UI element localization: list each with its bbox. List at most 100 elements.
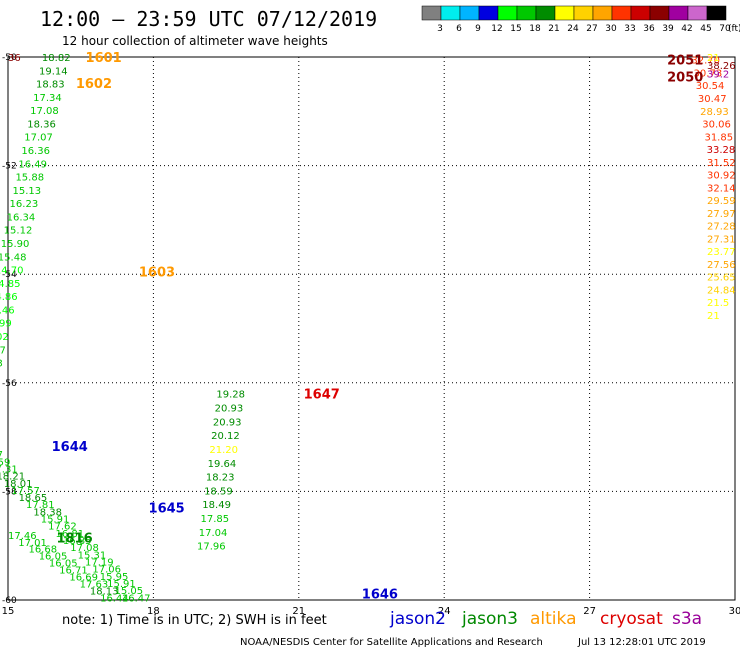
scale-swatch [478,5,499,21]
scale-swatch [440,5,461,21]
x-tick-label: 21 [292,606,305,617]
y-tick-label: -60 [2,596,17,606]
wave-height-label: 18.38 [33,507,62,518]
scale-swatch [459,5,480,21]
wave-height-label: 15.91 [41,515,70,526]
wave-height-label: 16.44 [100,593,129,604]
wave-height-label: 16.47 [122,593,151,604]
scale-unit-label: (ft) [728,24,740,34]
wave-height-label: 14.70 [0,266,23,277]
wave-height-label: 18.65 [19,493,48,504]
wave-height-label: 27.97 [707,209,736,220]
wave-height-label: 32.70 [691,56,720,67]
chart-title: 12:00 — 23:59 UTC 07/12/2019 [40,7,377,31]
wave-height-label: 17.08 [30,106,59,117]
scale-swatch [535,5,556,21]
wave-height-label: 15.05 [115,586,144,597]
scale-tick-label: 30 [605,24,617,34]
wave-height-label: 21 [707,311,720,322]
wave-height-label: 27.31 [707,234,736,245]
pass-label: 1816 [56,532,92,547]
wave-height-label: 16.49 [18,159,47,170]
wave-height-label: 17.46 [8,531,37,542]
wave-height-label: 18.21 [0,472,25,483]
wave-height-label: 30.47 [698,94,727,105]
credit-text: NOAA/NESDIS Center for Satellite Applica… [240,637,543,648]
wave-height-label: 24.84 [707,285,736,296]
wave-height-label: 15.13 [13,186,42,197]
wave-height-label: 16.05 [39,552,68,563]
wave-height-label: 39.2 [707,69,729,80]
wave-height-label: 16.71 [59,566,88,577]
wave-height-label: 15.43 [0,359,3,370]
wave-height-label: 18.83 [36,80,65,91]
wave-height-label: 18.59 [204,486,233,497]
wave-height-label: 17.04 [199,528,228,539]
pass-label: 2051 [667,54,703,69]
y-tick-label: -58 [2,487,17,497]
wave-height-label: 14.86 [0,292,18,303]
data-labels: 18.82 19.14 18.83 17.34 17.08 18.36 17.07 16.36… [0,53,736,604]
legend-entry: jason3 [461,609,518,629]
scale-tick-label: 27 [586,24,597,34]
scale-swatch [421,5,442,21]
wave-height-label: 31.52 [707,158,736,169]
wave-height-label: 17.62 [48,522,77,533]
pass-label: 1645 [149,502,185,517]
wave-height-label: 17.87 [0,450,3,461]
wave-height-label: 25.65 [707,273,736,284]
scale-tick-label: 70 [719,24,731,34]
wave-height-label: 33.28 [707,145,736,156]
scale-swatch [611,5,632,21]
scale-tick-label: 15 [510,24,521,34]
wave-height-label: 18.13 [90,586,119,597]
wave-height-label: 16.69 [69,572,98,583]
wave-height-label: 27.56 [707,260,736,271]
scale-swatch [630,5,651,21]
scale-tick-label: 36 [643,24,655,34]
chart-subtitle: 12 hour collection of altimeter wave hei… [62,34,328,48]
scale-swatch [497,5,518,21]
wave-height-label: 21.5 [707,298,729,309]
wave-height-label: 15.88 [15,173,44,184]
wave-height-label: 17.81 [26,500,55,511]
wave-height-label: 38.26 [707,61,736,72]
wave-height-label: 21 [707,53,720,64]
scale-swatch [649,5,670,21]
wave-height-label: 15.91 [107,579,136,590]
wave-height-label: 17.08 [70,543,99,554]
y-tick-label: -52 [2,162,17,172]
wave-height-label: 18.82 [42,53,71,64]
wave-height-label: 15.95 [100,572,129,583]
plot-area: 15 18 21 24 27 30 -50 -52 -54 -56 -58 -60 18.82 19.1… [0,51,740,617]
scale-tick-label: 24 [567,24,579,34]
wave-height-label: 15.12 [4,226,33,237]
wave-height-label: 14.46 [0,305,15,316]
wave-height-label: 15.90 [1,239,30,250]
wave-height-label: 19.14 [39,66,68,77]
wave-height-label: 16.34 [7,212,36,223]
scale-swatch [516,5,537,21]
wave-height-label: 23.77 [707,247,736,258]
wave-height-label: 17.01 [18,538,47,549]
wave-height-label: 18.01 [4,479,33,490]
wave-height-label: 20.93 [215,403,244,414]
wave-height-label: 29.59 [707,196,736,207]
wave-height-label: 14.02 [0,332,9,343]
wave-height-label: 30.73 [694,68,723,79]
scale-swatch [573,5,594,21]
pass-label: 1644 [52,440,88,455]
wave-height-label: 21.20 [209,445,238,456]
wave-height-label: 15.48 [0,252,26,263]
pass-label: 1647 [304,388,340,403]
wave-height-label: 19.28 [216,390,245,401]
legend-entry: cryosat [600,609,663,629]
wave-height-label: 15.31 [78,550,107,561]
wave-height-label: 17.31 [0,464,18,475]
wave-height-label: 16.85 [63,536,92,547]
wave-height-label: 31.85 [704,132,733,143]
wave-height-label: 36 [8,53,21,64]
scale-tick-label: 42 [681,24,692,34]
pass-label: 1602 [76,77,112,92]
